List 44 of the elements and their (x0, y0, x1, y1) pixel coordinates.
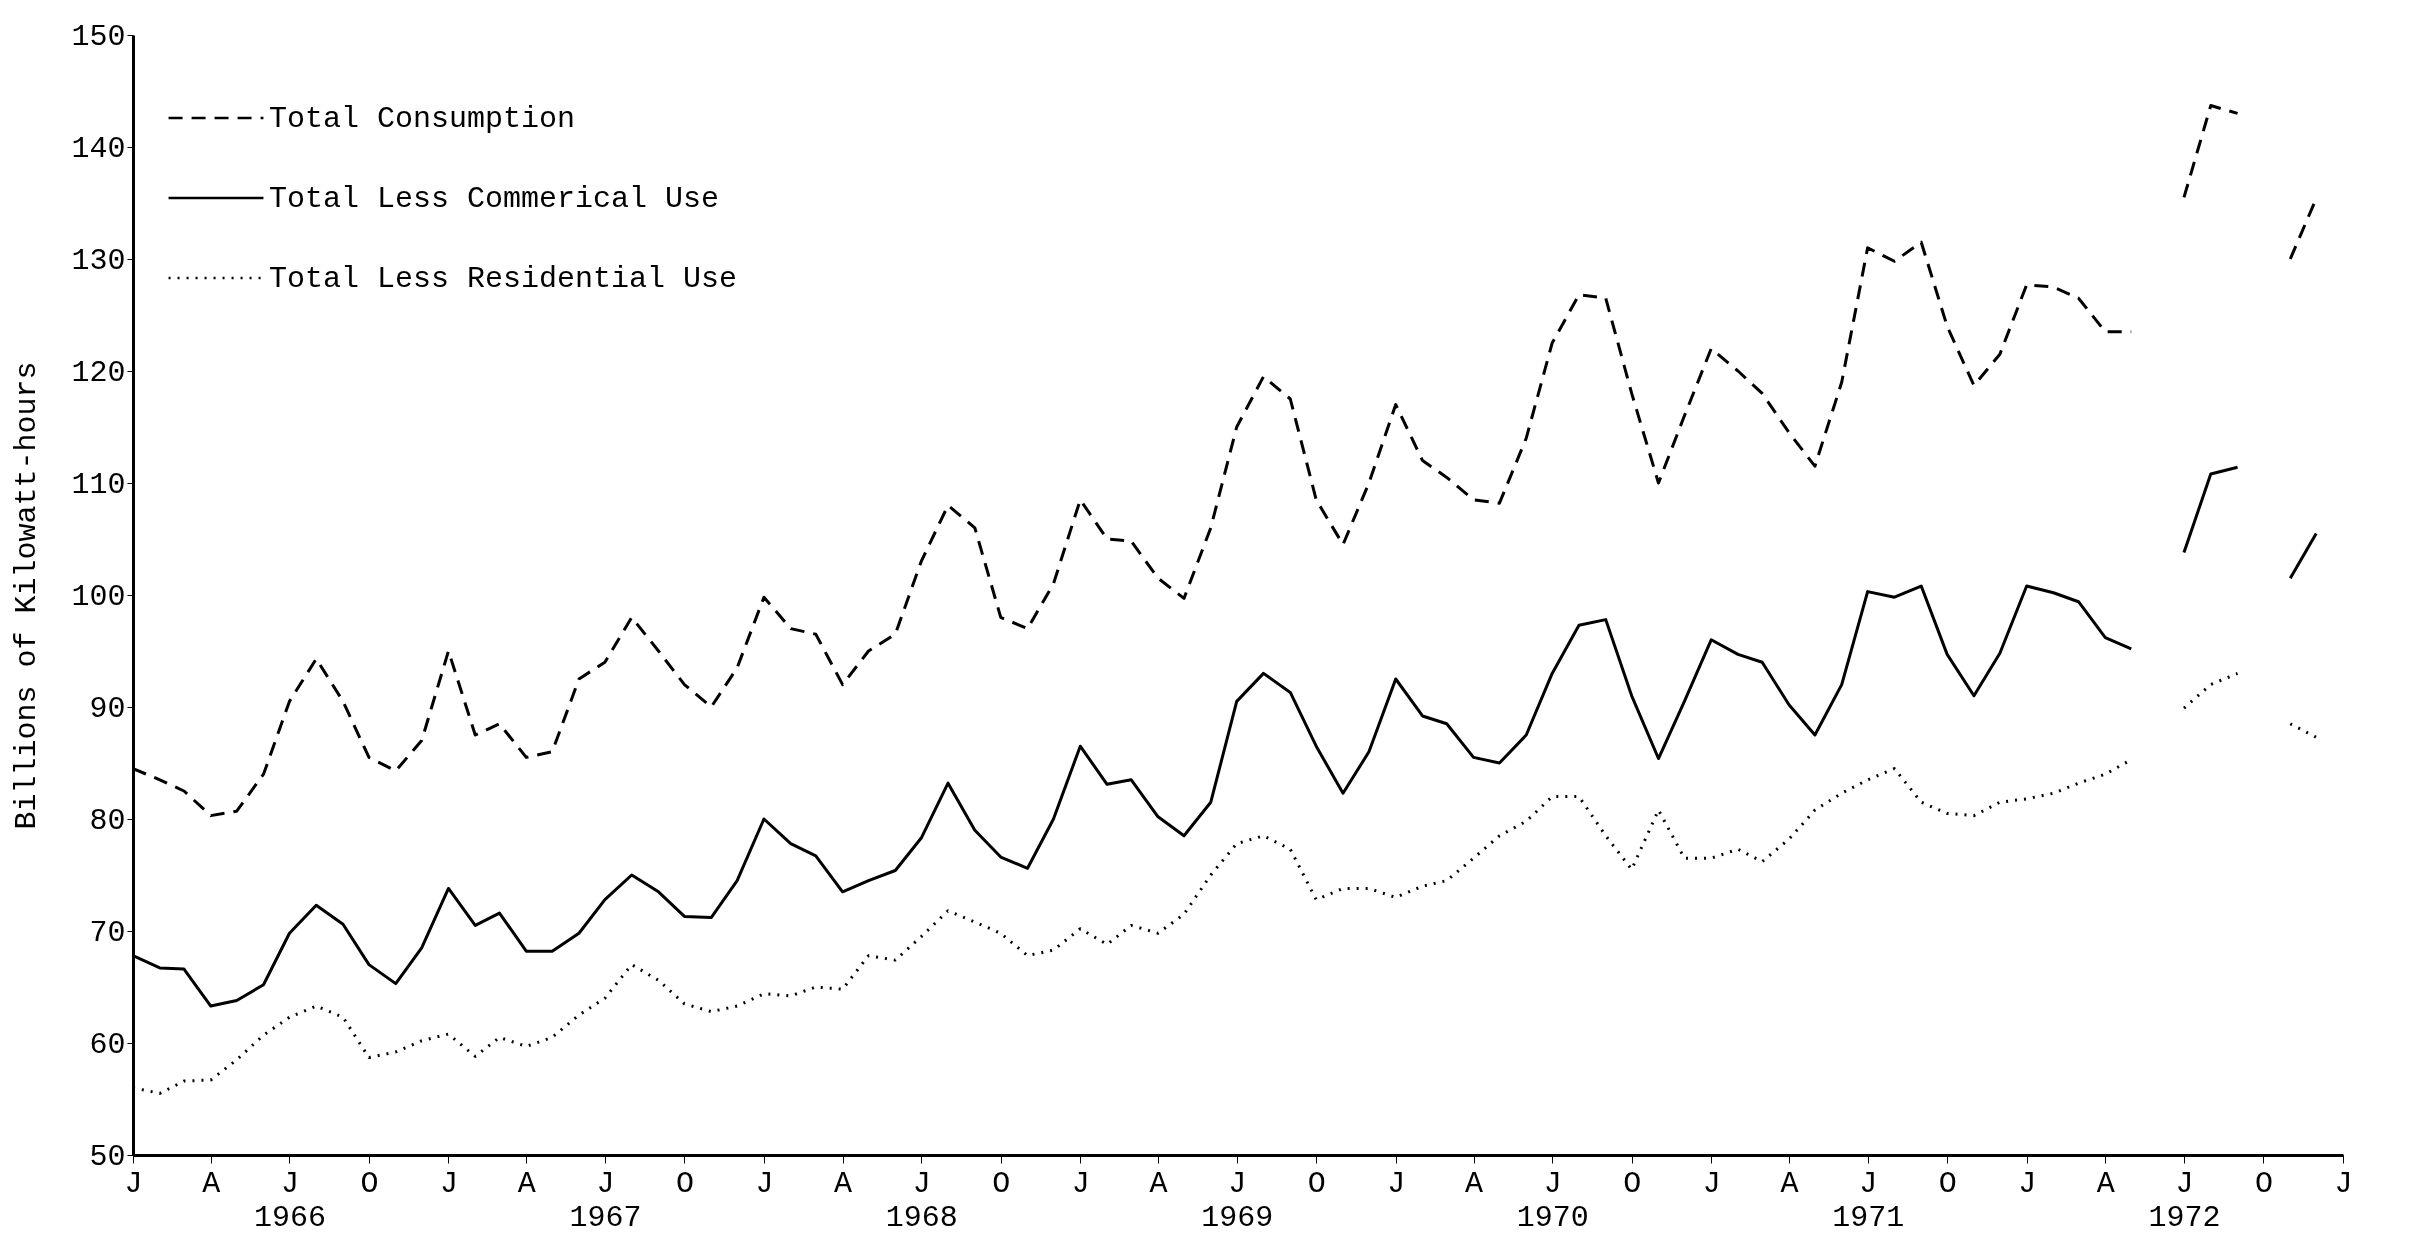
y-tick-label: 80 (89, 803, 126, 838)
x-tick-label: J (2334, 1166, 2353, 1201)
x-tick-label: O (1938, 1166, 1957, 1201)
x-tick-label: J 1968 (885, 1166, 958, 1235)
x-tick-label: J 1967 (569, 1166, 642, 1235)
legend-label: Total Consumption (269, 102, 576, 136)
x-tick-label: O (360, 1166, 379, 1201)
x-tick-label: A (517, 1166, 536, 1201)
x-tick-label: A (834, 1166, 853, 1201)
x-tick-label: J (755, 1166, 774, 1201)
x-tick-label: A (1465, 1166, 1484, 1201)
x-tick-label: J 1969 (1201, 1166, 1274, 1235)
x-tick-label: A (2096, 1166, 2115, 1201)
y-tick-label: 120 (71, 355, 126, 390)
x-tick-label: A (1780, 1166, 1799, 1201)
x-tick-label: O (1623, 1166, 1642, 1201)
legend-label: Total Less Commerical Use (269, 182, 720, 216)
x-tick-label: A (1149, 1166, 1168, 1201)
x-tick-label: J 1966 (253, 1166, 326, 1235)
x-tick-label: J (1071, 1166, 1090, 1201)
y-tick-label: 60 (89, 1027, 126, 1062)
x-tick-label: O (992, 1166, 1011, 1201)
x-tick-label: O (2254, 1166, 2273, 1201)
x-tick-label: O (1307, 1166, 1326, 1201)
x-tick-label: O (675, 1166, 694, 1201)
x-tick-label: A (202, 1166, 221, 1201)
y-tick-label: 140 (71, 131, 126, 166)
y-tick-label: 110 (71, 467, 126, 502)
x-tick-label: J 1970 (1516, 1166, 1589, 1235)
x-tick-label: J (1702, 1166, 1721, 1201)
x-tick-label: J (439, 1166, 458, 1201)
x-tick-label: J (1387, 1166, 1406, 1201)
y-tick-label: 90 (89, 691, 126, 726)
x-tick-label: J 1971 (1832, 1166, 1905, 1235)
y-axis-title: Billions of Kilowatt-hours (10, 361, 45, 830)
x-tick-label: J (124, 1166, 143, 1201)
y-tick-label: 50 (89, 1139, 126, 1174)
y-tick-label: 70 (89, 915, 126, 950)
y-tick-label: 150 (71, 19, 126, 54)
y-tick-label: 130 (71, 243, 126, 278)
x-tick-label: J 1972 (2148, 1166, 2221, 1235)
y-tick-label: 100 (71, 579, 126, 614)
x-tick-label: J (2018, 1166, 2037, 1201)
legend-label: Total Less Residential Use (269, 262, 738, 296)
